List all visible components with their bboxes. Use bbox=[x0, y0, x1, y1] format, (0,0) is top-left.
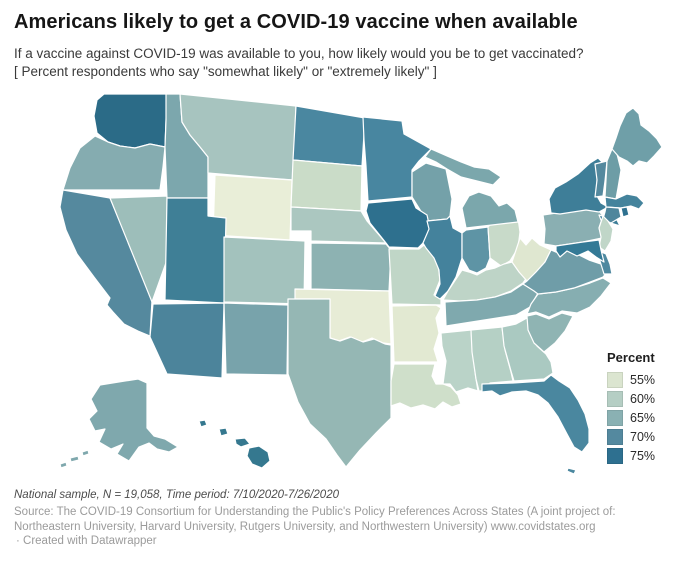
state-kansas[interactable] bbox=[310, 242, 392, 292]
subtitle-line-2: [ Percent respondents who say "somewhat … bbox=[14, 63, 437, 79]
state-new-mexico[interactable] bbox=[223, 302, 289, 376]
legend-item: 60% bbox=[607, 391, 677, 407]
legend-swatch-65 bbox=[607, 410, 623, 426]
state-hawaii[interactable] bbox=[198, 419, 271, 469]
state-maryland[interactable] bbox=[555, 239, 605, 263]
legend-label: 60% bbox=[630, 392, 656, 406]
state-arizona[interactable] bbox=[149, 302, 225, 379]
state-florida[interactable] bbox=[481, 374, 590, 475]
legend-label: 70% bbox=[630, 430, 656, 444]
subtitle-line-1: If a vaccine against COVID-19 was availa… bbox=[14, 46, 584, 61]
state-south-dakota[interactable] bbox=[290, 159, 363, 212]
legend-label: 65% bbox=[630, 411, 656, 425]
legend-item: 65% bbox=[607, 410, 677, 426]
state-colorado[interactable] bbox=[223, 236, 306, 305]
sample-footnote: National sample, N = 19,058, Time period… bbox=[14, 489, 339, 501]
legend-item: 75% bbox=[607, 448, 677, 464]
state-connecticut[interactable] bbox=[602, 206, 622, 224]
state-west-virginia[interactable] bbox=[511, 237, 552, 282]
state-texas[interactable] bbox=[287, 298, 392, 468]
state-michigan[interactable] bbox=[424, 148, 519, 229]
state-nebraska[interactable] bbox=[290, 206, 387, 244]
state-maine[interactable] bbox=[611, 107, 663, 167]
datawrapper-credit[interactable]: · Created with Datawrapper bbox=[16, 535, 157, 547]
state-utah[interactable] bbox=[164, 197, 227, 304]
legend-item: 70% bbox=[607, 429, 677, 445]
legend-item: 55% bbox=[607, 372, 677, 388]
color-legend: Percent 55% 60% 65% 70% 75% bbox=[607, 350, 677, 467]
state-north-dakota[interactable] bbox=[292, 105, 366, 167]
legend-swatch-75 bbox=[607, 448, 623, 464]
state-louisiana[interactable] bbox=[390, 363, 462, 410]
state-oregon[interactable] bbox=[62, 135, 166, 191]
legend-swatch-60 bbox=[607, 391, 623, 407]
state-rhode-island[interactable] bbox=[620, 206, 630, 218]
state-iowa[interactable] bbox=[365, 198, 431, 249]
state-california[interactable] bbox=[59, 189, 153, 337]
legend-swatch-55 bbox=[607, 372, 623, 388]
page-title: Americans likely to get a COVID-19 vacci… bbox=[14, 11, 578, 33]
legend-swatch-70 bbox=[607, 429, 623, 445]
state-wisconsin[interactable] bbox=[411, 162, 453, 222]
chart-subtitle: If a vaccine against COVID-19 was availa… bbox=[14, 45, 654, 80]
state-alaska[interactable] bbox=[59, 378, 179, 469]
state-minnesota[interactable] bbox=[362, 116, 432, 202]
state-south-carolina[interactable] bbox=[526, 312, 574, 353]
state-indiana[interactable] bbox=[461, 226, 491, 274]
state-arkansas[interactable] bbox=[391, 304, 442, 363]
state-new-jersey[interactable] bbox=[598, 215, 614, 252]
legend-title: Percent bbox=[607, 350, 655, 365]
legend-label: 55% bbox=[630, 373, 656, 387]
state-washington[interactable] bbox=[93, 93, 168, 149]
state-illinois[interactable] bbox=[422, 215, 463, 300]
source-line: Source: The COVID-19 Consortium for Unde… bbox=[14, 506, 616, 534]
legend-label: 75% bbox=[630, 449, 656, 463]
